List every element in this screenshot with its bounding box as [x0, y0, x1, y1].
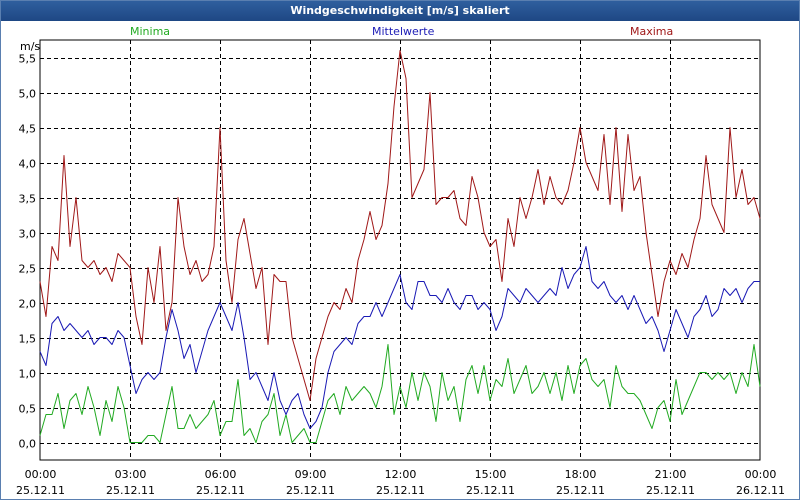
x-tick-time: 15:00 — [475, 468, 507, 481]
legend-minima: Minima — [130, 25, 170, 38]
x-tick-date: 25.12.11 — [16, 484, 65, 497]
y-tick-label: 4,0 — [19, 158, 37, 171]
y-tick-label: 5,0 — [19, 88, 37, 101]
y-tick-label: 3,0 — [19, 228, 37, 241]
x-tick-date: 25.12.11 — [646, 484, 695, 497]
x-tick-date: 25.12.11 — [466, 484, 515, 497]
x-tick-date: 26.12.11 — [736, 484, 785, 497]
series-mittelwerte-line — [39, 246, 760, 429]
y-tick-label: 5,5 — [19, 53, 37, 66]
y-tick-label: 2,0 — [19, 298, 37, 311]
legend-mittelwerte-label: Mittelwerte — [372, 25, 435, 38]
y-tick-label: 2,5 — [19, 263, 37, 276]
y-tick-label: 1,5 — [19, 333, 37, 346]
y-tick-label: 1,0 — [19, 368, 37, 381]
chart-title: Windgeschwindigkeit [m/s] skaliert — [1, 1, 799, 21]
x-tick-time: 00:00 — [745, 468, 777, 481]
y-axis-label: m/s — [20, 40, 40, 53]
x-tick-time: 00:00 — [25, 468, 57, 481]
x-tick-time: 09:00 — [295, 468, 327, 481]
y-tick-label: 0,0 — [19, 438, 37, 451]
x-tick-date: 25.12.11 — [556, 484, 605, 497]
legend-mittelwerte: Mittelwerte — [372, 25, 434, 38]
y-tick-label: 4,5 — [19, 123, 37, 136]
legend-minima-label: Minima — [130, 25, 171, 38]
x-tick-time: 21:00 — [655, 468, 687, 481]
x-tick-date: 25.12.11 — [196, 484, 245, 497]
x-tick-date: 25.12.11 — [376, 484, 425, 497]
series-minima-line — [39, 344, 761, 443]
y-tick-label: 3,5 — [19, 193, 37, 206]
x-tick-time: 03:00 — [115, 468, 147, 481]
x-tick-date: 25.12.11 — [286, 484, 335, 497]
x-tick-time: 18:00 — [565, 468, 597, 481]
legend-maxima-label: Maxima — [630, 25, 674, 38]
legend-maxima: Maxima — [630, 25, 673, 38]
series-maxima-line — [39, 50, 761, 401]
x-tick-time: 06:00 — [205, 468, 237, 481]
x-tick-date: 25.12.11 — [106, 484, 155, 497]
y-tick-label: 0,5 — [19, 403, 37, 416]
x-tick-time: 12:00 — [385, 468, 417, 481]
